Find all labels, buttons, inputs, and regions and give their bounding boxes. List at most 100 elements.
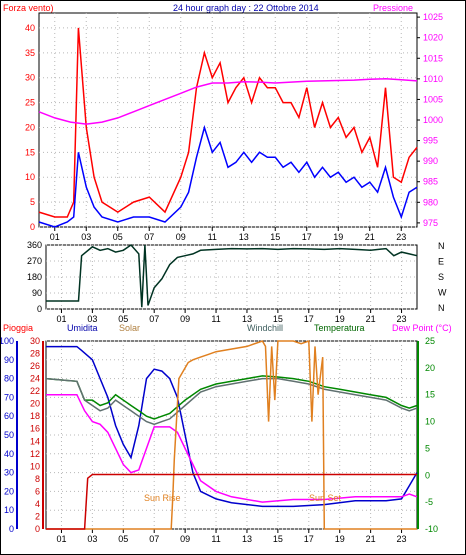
direction-tick-label: 360 [27,240,42,250]
series-humidity [46,345,418,508]
x-tick-label: 17 [302,232,312,242]
x-tick-label: 13 [242,534,252,544]
rain-tick-label: 8 [35,474,40,484]
temperature-tick-label: 0 [425,470,430,480]
wind-tick-label: 40 [25,23,35,33]
humidity-tick-label: 30 [4,468,14,478]
wind-speed-axis: 0 5 10 15 20 25 30 35 40 [25,23,35,232]
pressure-tick-label: 1020 [423,33,443,43]
pressure-tick-label: 1005 [423,94,443,104]
wind-tick-label: 20 [25,122,35,132]
x-tick-label: 03 [81,232,91,242]
rain-tick-label: 22 [30,386,40,396]
series-1 [38,27,418,228]
x-tick-label: 03 [87,314,97,324]
series-2 [46,244,418,308]
temperature-tick-label: -5 [425,497,433,507]
x-tick-label: 03 [87,534,97,544]
series-temperature [45,375,418,420]
series-solar [46,339,417,530]
hour-axis-3: 01 03 05 07 09 11 13 15 17 19 21 23 [56,529,407,544]
series-pressure [38,78,418,125]
x-tick-label: 05 [118,314,128,324]
wind-tick-label: 15 [25,147,35,157]
x-tick-label: 23 [397,314,407,324]
label-rain: Pioggia [3,323,33,333]
temperature-tick-label: 25 [425,336,435,346]
temperature-axis: -10 -5 0 5 10 15 20 25 [417,336,438,534]
hour-axis-1: 01 03 05 07 09 11 13 15 17 19 21 23 [50,227,406,242]
x-tick-label: 21 [366,314,376,324]
x-tick-label: 21 [366,534,376,544]
rain-tick-label: 12 [30,449,40,459]
compass-label: N [438,303,445,313]
humidity-tick-label: 100 [1,336,14,346]
series-wind [38,124,418,228]
hour-axis-2: 01 03 05 07 09 11 13 15 17 19 21 23 [56,309,407,324]
rain-tick-label: 14 [30,436,40,446]
humidity-tick-label: 20 [4,486,14,496]
x-tick-label: 13 [242,314,252,324]
x-tick-label: 05 [113,232,123,242]
grid-2 [46,244,417,310]
label-temperature: Temperatura [314,323,365,333]
x-tick-label: 11 [211,534,220,544]
humidity-tick-label: 80 [4,374,14,384]
panel-temperature-humidity: Pioggia Umidita Solar Windchill Temperat… [1,323,452,544]
x-tick-label: 11 [208,232,217,242]
humidity-tick-label: 60 [4,411,14,421]
plot-frame-2 [45,244,418,310]
rain-tick-label: 24 [30,374,40,384]
compass-label: N [438,241,445,251]
x-tick-label: 17 [304,534,314,544]
series-3 [45,339,418,530]
pressure-axis: 975 980 985 990 995 1000 1005 1010 1015 1020 1025 [417,12,443,228]
series-gust [38,27,418,218]
pressure-tick-label: 995 [423,136,438,146]
direction-tick-label: 180 [27,272,42,282]
rain-tick-label: 26 [30,361,40,371]
series-dewpoint [46,393,418,503]
rain-tick-label: 28 [30,349,40,359]
humidity-tick-label: 70 [4,392,14,402]
rain-tick-label: 0 [35,524,40,534]
pressure-tick-label: 1010 [423,74,443,84]
series-rain [46,473,417,530]
compass-label: W [438,288,447,298]
humidity-tick-label: 10 [4,505,14,515]
label-solar: Solar [119,323,140,333]
series-windchill [45,377,418,426]
x-tick-label: 15 [273,314,283,324]
rain-tick-label: 18 [30,411,40,421]
label-humidity: Umidita [67,323,98,333]
x-tick-label: 21 [365,232,375,242]
direction-tick-label: 0 [37,304,42,314]
x-tick-label: 05 [118,534,128,544]
x-tick-label: 15 [270,232,280,242]
rain-tick-label: 4 [35,499,40,509]
humidity-tick-label: 40 [4,449,14,459]
x-tick-label: 01 [56,534,66,544]
x-tick-label: 23 [397,534,407,544]
x-tick-label: 07 [149,314,159,324]
temperature-tick-label: 10 [425,417,435,427]
humidity-axis: 0 10 20 30 40 50 60 70 80 90 100 [1,336,18,534]
wind-tick-label: 30 [25,73,35,83]
rain-tick-label: 6 [35,486,40,496]
wind-tick-label: 25 [25,98,35,108]
x-tick-label: 01 [56,314,66,324]
pressure-axis-label: Pressione [373,3,413,13]
wind-axis-label: Forza vento) [3,3,54,13]
compass-label: E [438,257,444,267]
x-tick-label: 15 [273,534,283,544]
x-tick-label: 19 [335,534,345,544]
rain-tick-label: 10 [30,461,40,471]
direction-axis: 0 90 180 270 360 [27,240,42,314]
annotation-sun-set: Sun Set [309,493,342,503]
humidity-tick-label: 90 [4,355,14,365]
pressure-tick-label: 985 [423,177,438,187]
